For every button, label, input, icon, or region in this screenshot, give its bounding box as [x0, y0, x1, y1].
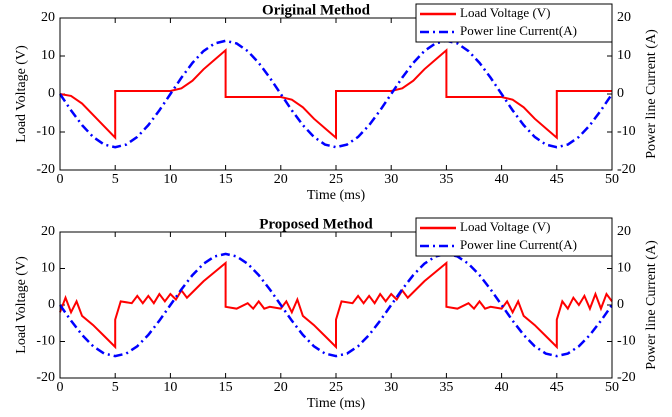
- legend: Load Voltage (V) Power line Current(A): [415, 217, 613, 257]
- y-tick-label: 0: [48, 86, 55, 101]
- y-tick-label: -20: [36, 162, 55, 177]
- y-tick-label: 10: [41, 48, 55, 63]
- axes-frame: [59, 231, 613, 379]
- y2-tick-label: 0: [617, 297, 624, 312]
- subplot: 0 5 10 15 20 25 30 35 40 45 50-20-1001020-20-10010…: [14, 216, 659, 411]
- x-tick-label: 20: [274, 380, 288, 395]
- y2-tick-label: 10: [617, 261, 631, 276]
- y-tick-label: -10: [36, 334, 55, 349]
- chart-title: Proposed Method: [259, 216, 373, 232]
- axes-frame: [59, 17, 613, 171]
- legend-label: Load Voltage (V): [460, 219, 551, 234]
- y2-tick-label: 20: [617, 10, 631, 25]
- series-line: [58, 252, 614, 358]
- legend-label: Power line Current(A): [460, 237, 577, 252]
- x-tick-label: 30: [384, 172, 398, 187]
- x-tick-label: 40: [495, 172, 509, 187]
- x-tick-label: 50: [605, 380, 619, 395]
- series-line: [59, 48, 612, 141]
- y-tick-label: 20: [41, 224, 55, 239]
- legend-box: [415, 3, 613, 43]
- series-line: [59, 260, 613, 350]
- x-axis-label: Time (ms): [307, 396, 366, 411]
- y2-tick-label: -20: [617, 162, 636, 177]
- legend-label: Power line Current(A): [460, 23, 577, 38]
- x-tick-label: 5: [112, 172, 119, 187]
- y2-tick-label: 10: [617, 48, 631, 63]
- y-tick-label: -10: [36, 124, 55, 139]
- legend-label: Load Voltage (V): [460, 5, 551, 20]
- legend: Load Voltage (V) Power line Current(A): [415, 3, 613, 43]
- x-tick-label: 5: [112, 380, 119, 395]
- x-tick-label: 15: [219, 172, 233, 187]
- x-tick-label: 10: [163, 380, 177, 395]
- x-tick-label: 40: [495, 380, 509, 395]
- y-axis-label: Load Voltage (V): [14, 256, 29, 354]
- y2-tick-label: -10: [617, 334, 636, 349]
- legend-box: [415, 217, 613, 257]
- x-tick-label: 20: [274, 172, 288, 187]
- y2-axis-label: Power line Current (A): [644, 240, 659, 370]
- x-tick-label: 25: [329, 380, 343, 395]
- x-axis-label: Time (ms): [307, 188, 366, 203]
- x-tick-label: 30: [384, 380, 398, 395]
- y2-axis-label: Power line Current (A): [644, 29, 659, 159]
- x-tick-label: 10: [163, 172, 177, 187]
- y2-tick-label: 20: [617, 224, 631, 239]
- y-tick-label: 10: [41, 261, 55, 276]
- y2-tick-label: 0: [617, 86, 624, 101]
- x-tick-label: 25: [329, 172, 343, 187]
- x-tick-label: 45: [550, 172, 564, 187]
- y-tick-label: -20: [36, 370, 55, 385]
- y-axis-label: Load Voltage (V): [14, 45, 29, 143]
- y2-tick-label: -20: [617, 370, 636, 385]
- y-tick-label: 20: [41, 10, 55, 25]
- x-tick-label: 35: [439, 172, 453, 187]
- x-tick-label: 35: [439, 380, 453, 395]
- x-tick-label: 0: [57, 380, 64, 395]
- x-tick-label: 50: [605, 172, 619, 187]
- subplot: 0 5 10 15 20 25 30 35 40 45 50-20-1001020-20-10010…: [14, 2, 659, 203]
- x-tick-label: 45: [550, 380, 564, 395]
- x-tick-label: 15: [219, 380, 233, 395]
- y2-tick-label: -10: [617, 124, 636, 139]
- chart-title: Original Method: [262, 2, 371, 18]
- y-tick-label: 0: [48, 297, 55, 312]
- x-tick-label: 0: [57, 172, 64, 187]
